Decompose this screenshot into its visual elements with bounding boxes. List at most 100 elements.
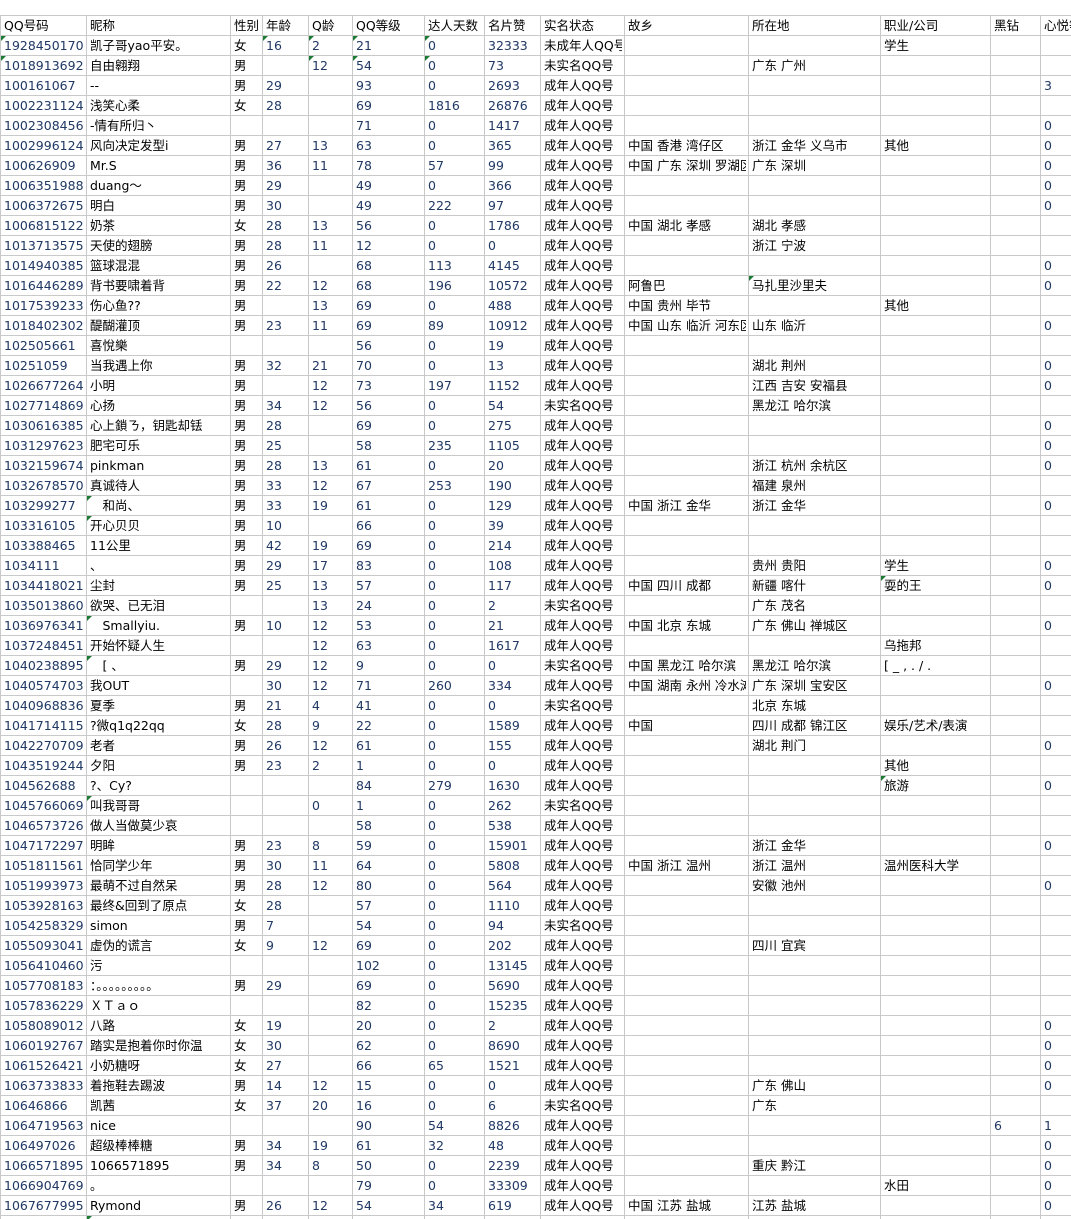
cell-real[interactable]: 成年人QQ号 bbox=[540, 215, 625, 236]
cell-sex[interactable]: 男 bbox=[230, 655, 263, 676]
cell-qage[interactable] bbox=[308, 115, 353, 136]
cell-qage[interactable]: 17 bbox=[308, 555, 353, 576]
cell-real[interactable]: 成年人QQ号 bbox=[540, 775, 625, 796]
cell-job[interactable]: 水田 bbox=[880, 1175, 991, 1196]
table-row[interactable]: 1058089012 八路女 19 20 0 2 成年人QQ号 0 bbox=[0, 1015, 1071, 1036]
cell-job[interactable]: [ _ , . / . bbox=[880, 655, 991, 676]
cell-daren[interactable]: 0 bbox=[424, 935, 485, 956]
cell-daren[interactable]: 0 bbox=[424, 815, 485, 836]
cell-qage[interactable]: 20 bbox=[308, 1095, 353, 1116]
cell-qlevel[interactable]: 57 bbox=[352, 895, 425, 916]
table-row[interactable]: 1063733833 着拖鞋去踢波男 14 12 15 0 0 成年人QQ号 广东 佛山 0 bbox=[0, 1075, 1071, 1096]
cell-age[interactable]: 32 bbox=[262, 355, 309, 376]
cell-daren[interactable]: 0 bbox=[424, 915, 485, 936]
cell-sex[interactable]: 男 bbox=[230, 915, 263, 936]
cell-daren[interactable]: 253 bbox=[424, 475, 485, 496]
cell-age[interactable]: 27 bbox=[262, 135, 309, 156]
table-row[interactable]: 1031297623 肥宅可乐男 25 58 235 1105 成年人QQ号 0 bbox=[0, 435, 1071, 456]
cell-home[interactable] bbox=[624, 435, 749, 456]
cell-loc[interactable]: 湖北 孝感 bbox=[748, 215, 881, 236]
cell-diamond[interactable] bbox=[990, 1015, 1041, 1036]
cell-real[interactable]: 成年人QQ号 bbox=[540, 135, 625, 156]
cell-nick[interactable]: 小奶糖呀 bbox=[86, 1055, 231, 1076]
cell-age[interactable]: 29 bbox=[262, 75, 309, 96]
cell-qlevel[interactable]: 20 bbox=[352, 1015, 425, 1036]
cell-qage[interactable]: 13 bbox=[308, 575, 353, 596]
cell-xinyue[interactable]: 0 bbox=[1040, 575, 1071, 596]
cell-qlevel[interactable]: 59 bbox=[352, 835, 425, 856]
cell-qlevel[interactable]: 69 bbox=[352, 415, 425, 436]
cell-loc[interactable] bbox=[748, 515, 881, 536]
cell-diamond[interactable] bbox=[990, 815, 1041, 836]
cell-home[interactable] bbox=[624, 1135, 749, 1156]
cell-loc[interactable] bbox=[748, 195, 881, 216]
cell-real[interactable]: 未实名QQ号 bbox=[540, 595, 625, 616]
cell-nick[interactable]: pinkman bbox=[86, 455, 231, 476]
cell-qlevel[interactable]: 80 bbox=[352, 875, 425, 896]
cell-card[interactable]: 33309 bbox=[484, 1175, 541, 1196]
cell-qq[interactable]: 1928450170 bbox=[0, 35, 87, 56]
cell-qlevel[interactable]: 58 bbox=[352, 815, 425, 836]
cell-real[interactable]: 成年人QQ号 bbox=[540, 95, 625, 116]
cell-job[interactable] bbox=[880, 875, 991, 896]
cell-diamond[interactable] bbox=[990, 795, 1041, 816]
cell-job[interactable]: 其他 bbox=[880, 135, 991, 156]
cell-real[interactable]: 成年人QQ号 bbox=[540, 175, 625, 196]
cell-home[interactable]: 中国 湖南 永州 冷水滩区 bbox=[624, 675, 749, 696]
cell-real[interactable]: 成年人QQ号 bbox=[540, 895, 625, 916]
cell-sex[interactable]: 女 bbox=[230, 215, 263, 236]
cell-card[interactable]: 1589 bbox=[484, 715, 541, 736]
cell-card[interactable]: 6 bbox=[484, 1095, 541, 1116]
cell-job[interactable] bbox=[880, 55, 991, 76]
cell-card[interactable]: 32333 bbox=[484, 35, 541, 56]
cell-xinyue[interactable]: 0 bbox=[1040, 1055, 1071, 1076]
cell-real[interactable]: 成年人QQ号 bbox=[540, 935, 625, 956]
cell-xinyue[interactable] bbox=[1040, 715, 1071, 736]
table-row[interactable]: 1054258329 simon 男 7 54 0 94 未实名QQ号 bbox=[0, 915, 1071, 936]
cell-real[interactable]: 成年人QQ号 bbox=[540, 455, 625, 476]
cell-qage[interactable]: 12 bbox=[308, 1075, 353, 1096]
cell-qage[interactable] bbox=[308, 255, 353, 276]
cell-home[interactable] bbox=[624, 355, 749, 376]
cell-loc[interactable]: 广东 bbox=[748, 1095, 881, 1116]
cell-sex[interactable]: 男 bbox=[230, 1135, 263, 1156]
cell-qq[interactable]: 1064719563 bbox=[0, 1115, 87, 1136]
cell-job[interactable]: 学生 bbox=[880, 555, 991, 576]
table-row[interactable]: 1051811561 恰同学少年男 30 11 64 0 5808 成年人QQ号 中国 浙江 温… bbox=[0, 855, 1071, 876]
cell-card[interactable]: 15235 bbox=[484, 995, 541, 1016]
cell-diamond[interactable] bbox=[990, 895, 1041, 916]
cell-sex[interactable] bbox=[230, 675, 263, 696]
cell-qq[interactable] bbox=[0, 1215, 87, 1219]
cell-daren[interactable]: 0 bbox=[424, 115, 485, 136]
cell-xinyue[interactable]: 3 bbox=[1040, 75, 1071, 96]
column-header-diamond[interactable]: 黑钻 bbox=[990, 15, 1041, 36]
cell-diamond[interactable] bbox=[990, 635, 1041, 656]
cell-nick[interactable]: 踏实是抱着你时你温 bbox=[86, 1035, 231, 1056]
cell-daren[interactable]: 0 bbox=[424, 575, 485, 596]
cell-xinyue[interactable] bbox=[1040, 1215, 1071, 1219]
cell-nick[interactable]: Smallyiu. bbox=[86, 615, 231, 636]
cell-real[interactable]: 成年人QQ号 bbox=[540, 235, 625, 256]
cell-age[interactable] bbox=[262, 115, 309, 136]
cell-xinyue[interactable]: 0 bbox=[1040, 555, 1071, 576]
table-row[interactable]: 1066904769。 79 0 33309 成年人QQ号 水田 0 bbox=[0, 1175, 1071, 1196]
cell-loc[interactable]: 山东 临沂 bbox=[748, 315, 881, 336]
cell-home[interactable] bbox=[624, 815, 749, 836]
cell-diamond[interactable] bbox=[990, 855, 1041, 876]
cell-daren[interactable]: 0 bbox=[424, 55, 485, 76]
table-row[interactable]: 1053928163 最终&回到了原点女 28 57 0 1110 成年人QQ号 bbox=[0, 895, 1071, 916]
cell-age[interactable]: 25 bbox=[262, 435, 309, 456]
cell-qage[interactable]: 13 bbox=[308, 295, 353, 316]
cell-daren[interactable]: 89 bbox=[424, 315, 485, 336]
cell-diamond[interactable] bbox=[990, 515, 1041, 536]
cell-nick[interactable]: -- bbox=[86, 75, 231, 96]
cell-qlevel[interactable]: 54 bbox=[352, 55, 425, 76]
cell-daren[interactable]: 0 bbox=[424, 695, 485, 716]
cell-card[interactable]: 619 bbox=[484, 1195, 541, 1216]
cell-xinyue[interactable]: 0 bbox=[1040, 435, 1071, 456]
column-header-job[interactable]: 职业/公司 bbox=[880, 15, 991, 36]
cell-qq[interactable]: 1037248451 bbox=[0, 635, 87, 656]
cell-daren[interactable]: 0 bbox=[424, 615, 485, 636]
cell-diamond[interactable] bbox=[990, 575, 1041, 596]
